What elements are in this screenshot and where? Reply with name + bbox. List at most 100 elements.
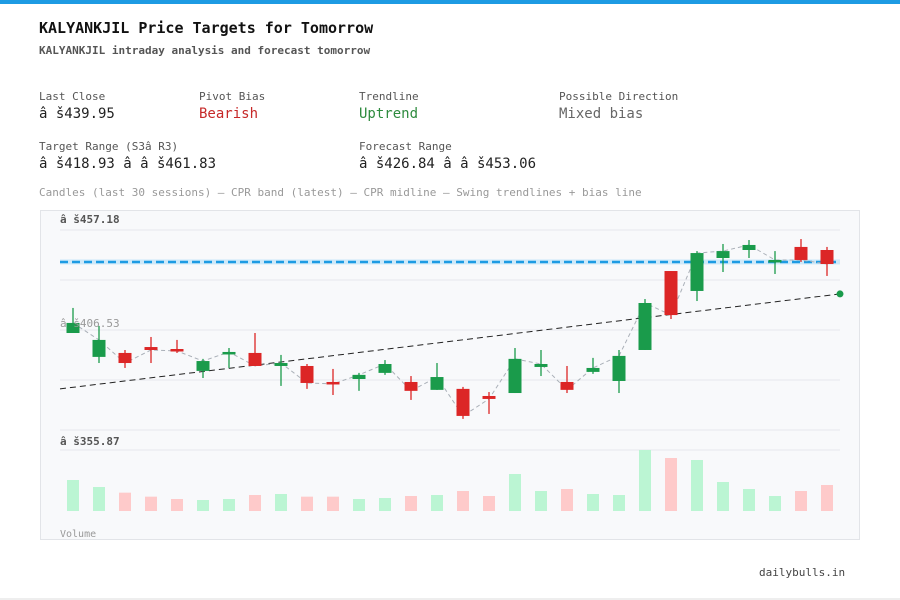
volume-bar — [145, 496, 157, 511]
candle — [248, 333, 262, 366]
candle-body — [118, 352, 132, 364]
volume-bar — [67, 480, 79, 511]
stat-value: â š426.84 â â š453.06 — [359, 156, 537, 172]
candle — [326, 368, 340, 395]
page-subtitle: KALYANKJIL intraday analysis and forecas… — [39, 44, 371, 57]
candle-body — [534, 364, 548, 367]
candle-body — [92, 339, 106, 357]
volume-label: Volume — [60, 529, 96, 540]
candle — [508, 348, 522, 394]
candle-body — [742, 244, 756, 250]
candle — [456, 386, 470, 419]
price-label-mid: â š406.53 — [60, 317, 120, 330]
candle-body — [560, 381, 574, 390]
candle — [66, 307, 80, 334]
candle-body — [274, 363, 288, 366]
candle-body — [690, 253, 704, 291]
volume-bar — [535, 491, 547, 511]
volume-bar — [483, 496, 495, 511]
candle — [92, 325, 106, 364]
candle-body — [586, 367, 600, 372]
candle — [560, 365, 574, 394]
stat-label: Pivot Bias — [199, 90, 266, 103]
stat-label: Target Range (S3â R3) — [39, 140, 179, 153]
candle — [430, 363, 444, 390]
stat-pivot-bias: Pivot Bias Bearish — [199, 90, 265, 122]
candle-body — [664, 271, 678, 316]
volume-bar — [171, 499, 183, 511]
volume-bar — [301, 496, 313, 511]
stat-direction: Possible Direction Mixed bias — [559, 90, 678, 122]
stat-label: Forecast Range — [359, 140, 452, 153]
volume-bar — [197, 500, 209, 511]
candle-body — [456, 388, 470, 416]
candle — [222, 348, 236, 368]
stat-value: Mixed bias — [559, 106, 644, 122]
candle — [352, 372, 366, 391]
volume-bar — [457, 491, 469, 511]
volume-bar — [431, 495, 443, 511]
candle — [196, 358, 210, 379]
candle — [586, 357, 600, 374]
candle-body — [170, 349, 184, 352]
candle-body — [248, 352, 262, 366]
candle-body — [820, 249, 834, 265]
candle-body — [612, 355, 626, 381]
candle-body — [716, 251, 730, 258]
candle-body — [144, 347, 158, 350]
volume-bar — [223, 499, 235, 511]
candle — [404, 376, 418, 400]
candle — [144, 336, 158, 364]
volume-bar — [717, 482, 729, 511]
candle — [638, 299, 652, 350]
candle-body — [768, 259, 782, 263]
volume-bar — [353, 499, 365, 511]
volume-bar — [93, 487, 105, 511]
volume-bar — [249, 495, 261, 511]
volume-bar — [119, 492, 131, 511]
candle — [664, 271, 678, 319]
candle-body — [66, 322, 80, 334]
stat-value: â š439.95 — [39, 106, 115, 122]
stat-target-range: Target Range (S3â R3) â š418.93 â â š461… — [39, 140, 216, 172]
swing-trendline — [59, 293, 841, 390]
candle-body — [508, 358, 522, 394]
stat-value: â š418.93 â â š461.83 — [39, 156, 217, 172]
stat-trendline: Trendline Uptrend — [359, 90, 419, 122]
candle — [170, 339, 184, 353]
candle-body — [300, 365, 314, 383]
volume-bar — [561, 489, 573, 511]
candle-body — [378, 364, 392, 373]
top-accent-bar — [0, 0, 900, 4]
candle-body — [326, 381, 340, 385]
candle — [274, 354, 288, 386]
candle — [378, 360, 392, 375]
volume-bar — [405, 496, 417, 511]
close-line — [72, 244, 828, 417]
volume-bar — [639, 450, 651, 511]
chart-legend: Candles (last 30 sessions) – CPR band (l… — [39, 186, 642, 199]
volume-bar — [509, 474, 521, 511]
candle — [534, 349, 548, 377]
candle-body — [430, 377, 444, 390]
volume-bar — [665, 458, 677, 511]
candle-body — [404, 381, 418, 391]
candle — [690, 251, 704, 302]
volume-bar — [379, 498, 391, 511]
candle-body — [794, 246, 808, 260]
candle — [768, 251, 782, 274]
stat-forecast-range: Forecast Range â š426.84 â â š453.06 — [359, 140, 536, 172]
volume-bar — [587, 494, 599, 511]
volume-bar — [327, 496, 339, 511]
stat-label: Trendline — [359, 90, 419, 103]
stat-last-close: Last Close â š439.95 — [39, 90, 115, 122]
page-title: KALYANKJIL Price Targets for Tomorrow — [39, 19, 374, 37]
trendline-end-dot — [836, 290, 844, 298]
candle — [300, 364, 314, 389]
price-label-bottom: â š355.87 — [60, 435, 120, 448]
price-label-top: â š457.18 — [60, 213, 120, 226]
candle-body — [352, 374, 366, 380]
candle-body — [196, 361, 210, 371]
volume-bar — [795, 491, 807, 511]
